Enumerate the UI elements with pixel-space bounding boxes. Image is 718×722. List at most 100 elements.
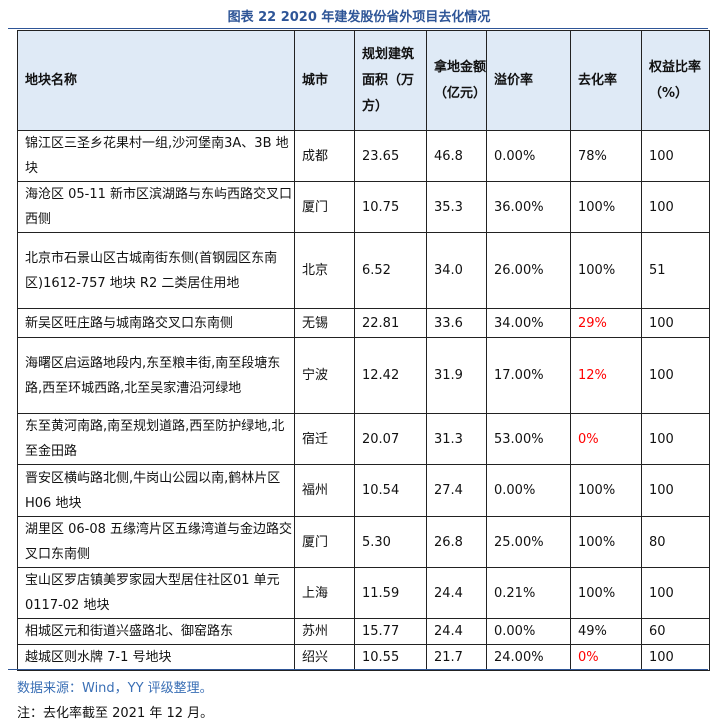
header-amount: 拿地金额（亿元） <box>426 30 487 131</box>
cell-premium: 25.00% <box>486 516 571 568</box>
cell-premium: 0.00% <box>486 618 571 645</box>
cell-sellthrough: 100% <box>570 181 642 233</box>
cell-premium: 0.00% <box>486 464 571 517</box>
cell-name: 海曙区启运路地段内,东至粮丰街,南至段塘东路,西至环城西路,北至吴家漕沿河绿地 <box>17 337 295 414</box>
cell-name: 相城区元和街道兴盛路北、御窑路东 <box>17 618 295 645</box>
cell-premium: 17.00% <box>486 337 571 414</box>
cell-city: 苏州 <box>294 618 355 645</box>
cell-premium: 0.21% <box>486 567 571 619</box>
cell-name: 新吴区旺庄路与城南路交叉口东南侧 <box>17 308 295 338</box>
cell-area: 10.75 <box>354 181 427 233</box>
cell-city: 宿迁 <box>294 413 355 465</box>
top-rule <box>8 28 708 29</box>
cell-city: 绍兴 <box>294 644 355 671</box>
cell-amount: 24.4 <box>426 618 487 645</box>
cell-area: 11.59 <box>354 567 427 619</box>
cell-premium: 24.00% <box>486 644 571 671</box>
cell-name: 北京市石景山区古城南街东侧(首钢园区东南区)1612-757 地块 R2 二类居… <box>17 232 295 309</box>
cell-amount: 35.3 <box>426 181 487 233</box>
cell-sellthrough: 100% <box>570 232 642 309</box>
table-row: 北京市石景山区古城南街东侧(首钢园区东南区)1612-757 地块 R2 二类居… <box>17 232 710 309</box>
cell-name: 锦江区三圣乡花果村一组,沙河堡南3A、3B 地块 <box>17 130 295 182</box>
cell-sellthrough: 78% <box>570 130 642 182</box>
cell-name: 宝山区罗店镇美罗家园大型居住社区01 单元 0117-02 地块 <box>17 567 295 619</box>
cell-amount: 31.9 <box>426 337 487 414</box>
cell-equity: 100 <box>641 567 710 619</box>
cell-sellthrough: 0% <box>570 644 642 671</box>
cell-sellthrough: 100% <box>570 567 642 619</box>
cell-equity: 80 <box>641 516 710 568</box>
cell-equity: 100 <box>641 337 710 414</box>
cell-premium: 26.00% <box>486 232 571 309</box>
cell-sellthrough: 0% <box>570 413 642 465</box>
cell-area: 20.07 <box>354 413 427 465</box>
header-equity: 权益比率（%） <box>641 30 710 131</box>
cell-amount: 31.3 <box>426 413 487 465</box>
cell-equity: 100 <box>641 413 710 465</box>
cell-sellthrough: 100% <box>570 464 642 517</box>
cell-city: 无锡 <box>294 308 355 338</box>
cell-city: 福州 <box>294 464 355 517</box>
header-name: 地块名称 <box>17 30 295 131</box>
cell-city: 宁波 <box>294 337 355 414</box>
project-table: 地块名称 城市 规划建筑面积（万方） 拿地金额（亿元） 溢价率 去化率 权益比率… <box>17 30 710 671</box>
cell-area: 10.54 <box>354 464 427 517</box>
cell-equity: 60 <box>641 618 710 645</box>
cell-equity: 100 <box>641 181 710 233</box>
cell-equity: 100 <box>641 464 710 517</box>
table-row: 海沧区 05-11 新市区滨湖路与东屿西路交叉口西侧 厦门 10.75 35.3 36.… <box>17 181 710 233</box>
cell-amount: 26.8 <box>426 516 487 568</box>
header-area: 规划建筑面积（万方） <box>354 30 427 131</box>
cell-sellthrough: 12% <box>570 337 642 414</box>
cell-premium: 34.00% <box>486 308 571 338</box>
cell-equity: 100 <box>641 644 710 671</box>
table-row: 锦江区三圣乡花果村一组,沙河堡南3A、3B 地块 成都 23.65 46.8 0.00%… <box>17 130 710 182</box>
table-row: 越城区则水牌 7-1 号地块 绍兴 10.55 21.7 24.00% 0% 100 <box>17 644 710 671</box>
cell-amount: 46.8 <box>426 130 487 182</box>
table-row: 相城区元和街道兴盛路北、御窑路东 苏州 15.77 24.4 0.00% 49% 60 <box>17 618 710 645</box>
cell-city: 厦门 <box>294 181 355 233</box>
cell-equity: 100 <box>641 308 710 338</box>
table-row: 湖里区 06-08 五缘湾片区五缘湾道与金边路交叉口东南侧 厦门 5.30 26.8 2… <box>17 516 710 568</box>
cell-area: 5.30 <box>354 516 427 568</box>
bottom-rule <box>8 669 708 670</box>
cell-name: 湖里区 06-08 五缘湾片区五缘湾道与金边路交叉口东南侧 <box>17 516 295 568</box>
data-source: 数据来源：Wind，YY 评级整理。 <box>17 681 213 696</box>
cell-sellthrough: 49% <box>570 618 642 645</box>
cell-amount: 27.4 <box>426 464 487 517</box>
cell-sellthrough: 100% <box>570 516 642 568</box>
cell-city: 成都 <box>294 130 355 182</box>
cell-premium: 36.00% <box>486 181 571 233</box>
footnote: 注：去化率截至 2021 年 12 月。 <box>17 706 214 721</box>
cell-name: 晋安区横屿路北侧,牛岗山公园以南,鹤林片区 H06 地块 <box>17 464 295 517</box>
cell-amount: 34.0 <box>426 232 487 309</box>
cell-amount: 21.7 <box>426 644 487 671</box>
cell-area: 22.81 <box>354 308 427 338</box>
table-row: 宝山区罗店镇美罗家园大型居住社区01 单元 0117-02 地块 上海 11.59 2… <box>17 567 710 619</box>
cell-premium: 53.00% <box>486 413 571 465</box>
cell-area: 23.65 <box>354 130 427 182</box>
cell-equity: 51 <box>641 232 710 309</box>
cell-sellthrough: 29% <box>570 308 642 338</box>
cell-name: 东至黄河南路,南至规划道路,西至防护绿地,北至金田路 <box>17 413 295 465</box>
cell-area: 10.55 <box>354 644 427 671</box>
cell-city: 上海 <box>294 567 355 619</box>
table-row: 晋安区横屿路北侧,牛岗山公园以南,鹤林片区 H06 地块 福州 10.54 27.4 0… <box>17 464 710 517</box>
cell-area: 6.52 <box>354 232 427 309</box>
cell-city: 厦门 <box>294 516 355 568</box>
table-row: 东至黄河南路,南至规划道路,西至防护绿地,北至金田路 宿迁 20.07 31.3 53.… <box>17 413 710 465</box>
table-row: 海曙区启运路地段内,东至粮丰街,南至段塘东路,西至环城西路,北至吴家漕沿河绿地宁… <box>17 337 710 414</box>
cell-area: 15.77 <box>354 618 427 645</box>
header-city: 城市 <box>294 30 355 131</box>
table-title: 图表 22 2020 年建发股份省外项目去化情况 <box>227 10 491 25</box>
cell-city: 北京 <box>294 232 355 309</box>
header-premium: 溢价率 <box>486 30 571 131</box>
cell-name: 海沧区 05-11 新市区滨湖路与东屿西路交叉口西侧 <box>17 181 295 233</box>
cell-premium: 0.00% <box>486 130 571 182</box>
cell-equity: 100 <box>641 130 710 182</box>
cell-name: 越城区则水牌 7-1 号地块 <box>17 644 295 671</box>
header-sellthrough: 去化率 <box>570 30 642 131</box>
table-row: 新吴区旺庄路与城南路交叉口东南侧 无锡 22.81 33.6 34.00% 29% 100 <box>17 308 710 338</box>
cell-amount: 33.6 <box>426 308 487 338</box>
cell-amount: 24.4 <box>426 567 487 619</box>
